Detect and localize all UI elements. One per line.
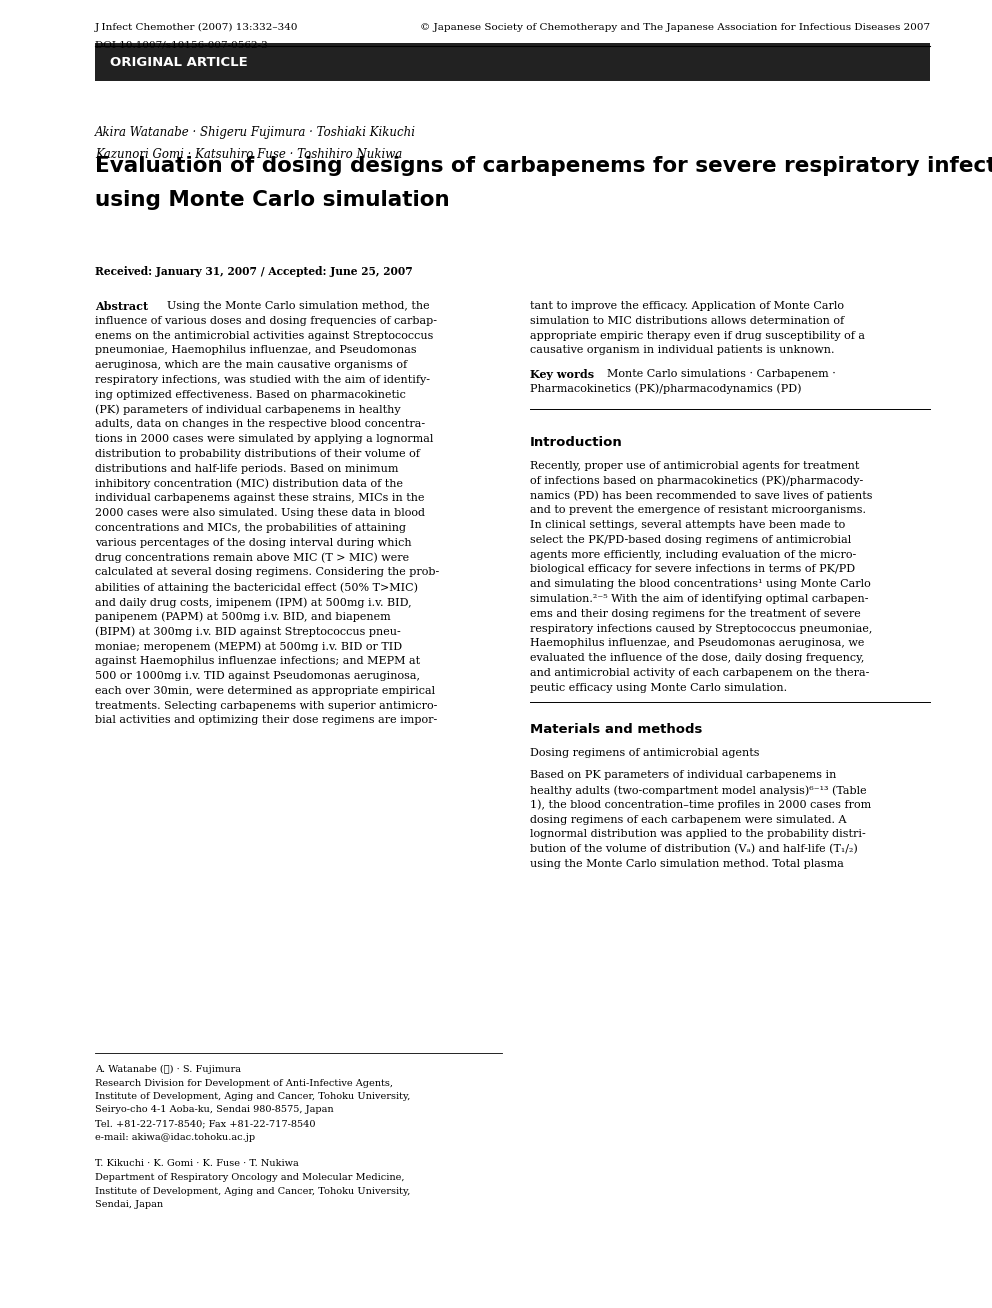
Text: of infections based on pharmacokinetics (PK)/pharmacody-: of infections based on pharmacokinetics … (530, 476, 863, 487)
Text: Evaluation of dosing designs of carbapenems for severe respiratory infection: Evaluation of dosing designs of carbapen… (95, 156, 992, 177)
Text: Research Division for Development of Anti-Infective Agents,: Research Division for Development of Ant… (95, 1079, 393, 1087)
Text: aeruginosa, which are the main causative organisms of: aeruginosa, which are the main causative… (95, 360, 407, 370)
Text: 500 or 1000mg i.v. TID against Pseudomonas aeruginosa,: 500 or 1000mg i.v. TID against Pseudomon… (95, 671, 420, 681)
Text: and daily drug costs, imipenem (IPM) at 500mg i.v. BID,: and daily drug costs, imipenem (IPM) at … (95, 596, 412, 607)
Text: select the PK/PD-based dosing regimens of antimicrobial: select the PK/PD-based dosing regimens o… (530, 535, 851, 545)
Text: distribution to probability distributions of their volume of: distribution to probability distribution… (95, 449, 420, 459)
Text: Introduction: Introduction (530, 436, 623, 449)
Text: pneumoniae, Haemophilus influenzae, and Pseudomonas: pneumoniae, Haemophilus influenzae, and … (95, 345, 417, 356)
Text: namics (PD) has been recommended to save lives of patients: namics (PD) has been recommended to save… (530, 490, 873, 501)
Text: concentrations and MICs, the probabilities of attaining: concentrations and MICs, the probabiliti… (95, 523, 406, 532)
Text: (PK) parameters of individual carbapenems in healthy: (PK) parameters of individual carbapenem… (95, 404, 401, 415)
Text: Kazunori Gomi · Katsuhiro Fuse · Toshihiro Nukiwa: Kazunori Gomi · Katsuhiro Fuse · Toshihi… (95, 148, 402, 161)
Text: appropriate empiric therapy even if drug susceptibility of a: appropriate empiric therapy even if drug… (530, 331, 865, 340)
Text: causative organism in individual patients is unknown.: causative organism in individual patient… (530, 345, 834, 356)
Text: moniae; meropenem (MEPM) at 500mg i.v. BID or TID: moniae; meropenem (MEPM) at 500mg i.v. B… (95, 641, 402, 651)
Text: 1), the blood concentration–time profiles in 2000 cases from: 1), the blood concentration–time profile… (530, 799, 871, 811)
Text: (BIPM) at 300mg i.v. BID against Streptococcus pneu-: (BIPM) at 300mg i.v. BID against Strepto… (95, 627, 401, 637)
Text: J Infect Chemother (2007) 13:332–340: J Infect Chemother (2007) 13:332–340 (95, 24, 299, 33)
Text: tions in 2000 cases were simulated by applying a lognormal: tions in 2000 cases were simulated by ap… (95, 434, 434, 445)
Text: and antimicrobial activity of each carbapenem on the thera-: and antimicrobial activity of each carba… (530, 668, 869, 678)
Text: panipenem (PAPM) at 500mg i.v. BID, and biapenem: panipenem (PAPM) at 500mg i.v. BID, and … (95, 612, 391, 623)
Text: and to prevent the emergence of resistant microorganisms.: and to prevent the emergence of resistan… (530, 505, 866, 515)
Text: Department of Respiratory Oncology and Molecular Medicine,: Department of Respiratory Oncology and M… (95, 1173, 405, 1182)
Text: ORIGINAL ARTICLE: ORIGINAL ARTICLE (110, 55, 248, 68)
Text: Institute of Development, Aging and Cancer, Tohoku University,: Institute of Development, Aging and Canc… (95, 1092, 411, 1101)
Text: healthy adults (two-compartment model analysis)⁶⁻¹³ (Table: healthy adults (two-compartment model an… (530, 785, 867, 795)
Text: © Japanese Society of Chemotherapy and The Japanese Association for Infectious D: © Japanese Society of Chemotherapy and T… (420, 24, 930, 31)
Text: bial activities and optimizing their dose regimens are impor-: bial activities and optimizing their dos… (95, 715, 437, 726)
Text: adults, data on changes in the respective blood concentra-: adults, data on changes in the respectiv… (95, 420, 426, 429)
Text: T. Kikuchi · K. Gomi · K. Fuse · T. Nukiwa: T. Kikuchi · K. Gomi · K. Fuse · T. Nuki… (95, 1159, 299, 1168)
Text: enems on the antimicrobial activities against Streptococcus: enems on the antimicrobial activities ag… (95, 331, 434, 340)
Text: Monte Carlo simulations · Carbapenem ·: Monte Carlo simulations · Carbapenem · (607, 369, 835, 379)
Text: tant to improve the efficacy. Application of Monte Carlo: tant to improve the efficacy. Applicatio… (530, 301, 844, 311)
Text: Haemophilus influenzae, and Pseudomonas aeruginosa, we: Haemophilus influenzae, and Pseudomonas … (530, 638, 864, 649)
Text: abilities of attaining the bactericidal effect (50% T>MIC): abilities of attaining the bactericidal … (95, 582, 418, 593)
Text: A. Watanabe (✉) · S. Fujimura: A. Watanabe (✉) · S. Fujimura (95, 1065, 241, 1074)
Text: treatments. Selecting carbapenems with superior antimicro-: treatments. Selecting carbapenems with s… (95, 701, 437, 710)
Text: using Monte Carlo simulation: using Monte Carlo simulation (95, 190, 449, 211)
Text: influence of various doses and dosing frequencies of carbap-: influence of various doses and dosing fr… (95, 315, 437, 326)
Text: calculated at several dosing regimens. Considering the prob-: calculated at several dosing regimens. C… (95, 568, 439, 577)
Text: using the Monte Carlo simulation method. Total plasma: using the Monte Carlo simulation method.… (530, 859, 844, 869)
Text: Received: January 31, 2007 / Accepted: June 25, 2007: Received: January 31, 2007 / Accepted: J… (95, 266, 413, 277)
Text: In clinical settings, several attempts have been made to: In clinical settings, several attempts h… (530, 521, 845, 530)
Text: 2000 cases were also simulated. Using these data in blood: 2000 cases were also simulated. Using th… (95, 509, 425, 518)
Text: DOI 10.1007/s10156-007-0562-3: DOI 10.1007/s10156-007-0562-3 (95, 41, 268, 50)
Text: Using the Monte Carlo simulation method, the: Using the Monte Carlo simulation method,… (167, 301, 430, 311)
Text: Sendai, Japan: Sendai, Japan (95, 1199, 163, 1209)
Text: ing optimized effectiveness. Based on pharmacokinetic: ing optimized effectiveness. Based on ph… (95, 390, 406, 400)
Text: against Haemophilus influenzae infections; and MEPM at: against Haemophilus influenzae infection… (95, 657, 421, 666)
Text: Seiryo-cho 4-1 Aoba-ku, Sendai 980-8575, Japan: Seiryo-cho 4-1 Aoba-ku, Sendai 980-8575,… (95, 1105, 333, 1114)
Text: distributions and half-life periods. Based on minimum: distributions and half-life periods. Bas… (95, 464, 399, 473)
Text: Institute of Development, Aging and Cancer, Tohoku University,: Institute of Development, Aging and Canc… (95, 1186, 411, 1196)
Text: agents more efficiently, including evaluation of the micro-: agents more efficiently, including evalu… (530, 549, 856, 560)
Text: simulation to MIC distributions allows determination of: simulation to MIC distributions allows d… (530, 315, 844, 326)
Text: various percentages of the dosing interval during which: various percentages of the dosing interv… (95, 538, 412, 548)
Text: inhibitory concentration (MIC) distribution data of the: inhibitory concentration (MIC) distribut… (95, 479, 403, 489)
Text: bution of the volume of distribution (Vₐ) and half-life (T₁/₂): bution of the volume of distribution (Vₐ… (530, 844, 858, 854)
Text: respiratory infections caused by Streptococcus pneumoniae,: respiratory infections caused by Strepto… (530, 624, 872, 633)
Text: Materials and methods: Materials and methods (530, 723, 702, 736)
Text: dosing regimens of each carbapenem were simulated. A: dosing regimens of each carbapenem were … (530, 815, 846, 824)
FancyBboxPatch shape (95, 43, 930, 81)
Text: e-mail: akiwa@idac.tohoku.ac.jp: e-mail: akiwa@idac.tohoku.ac.jp (95, 1133, 255, 1142)
Text: Abstract: Abstract (95, 301, 148, 313)
Text: Pharmacokinetics (PK)/pharmacodynamics (PD): Pharmacokinetics (PK)/pharmacodynamics (… (530, 383, 802, 395)
Text: respiratory infections, was studied with the aim of identify-: respiratory infections, was studied with… (95, 375, 430, 385)
Text: biological efficacy for severe infections in terms of PK/PD: biological efficacy for severe infection… (530, 565, 855, 574)
Text: Based on PK parameters of individual carbapenems in: Based on PK parameters of individual car… (530, 770, 836, 780)
Text: and simulating the blood concentrations¹ using Monte Carlo: and simulating the blood concentrations¹… (530, 579, 871, 589)
Text: Tel. +81-22-717-8540; Fax +81-22-717-8540: Tel. +81-22-717-8540; Fax +81-22-717-854… (95, 1120, 315, 1127)
Text: Dosing regimens of antimicrobial agents: Dosing regimens of antimicrobial agents (530, 748, 760, 757)
Text: each over 30min, were determined as appropriate empirical: each over 30min, were determined as appr… (95, 685, 435, 696)
Text: simulation.²⁻⁵ With the aim of identifying optimal carbapen-: simulation.²⁻⁵ With the aim of identifyi… (530, 594, 869, 604)
Text: peutic efficacy using Monte Carlo simulation.: peutic efficacy using Monte Carlo simula… (530, 683, 787, 693)
Text: evaluated the influence of the dose, daily dosing frequency,: evaluated the influence of the dose, dai… (530, 653, 864, 663)
Text: individual carbapenems against these strains, MICs in the: individual carbapenems against these str… (95, 493, 425, 504)
Text: Key words: Key words (530, 369, 594, 381)
Text: Recently, proper use of antimicrobial agents for treatment: Recently, proper use of antimicrobial ag… (530, 460, 859, 471)
Text: drug concentrations remain above MIC (T > MIC) were: drug concentrations remain above MIC (T … (95, 552, 409, 564)
Text: ems and their dosing regimens for the treatment of severe: ems and their dosing regimens for the tr… (530, 608, 861, 619)
Text: lognormal distribution was applied to the probability distri-: lognormal distribution was applied to th… (530, 829, 866, 840)
Text: Akira Watanabe · Shigeru Fujimura · Toshiaki Kikuchi: Akira Watanabe · Shigeru Fujimura · Tosh… (95, 126, 416, 139)
